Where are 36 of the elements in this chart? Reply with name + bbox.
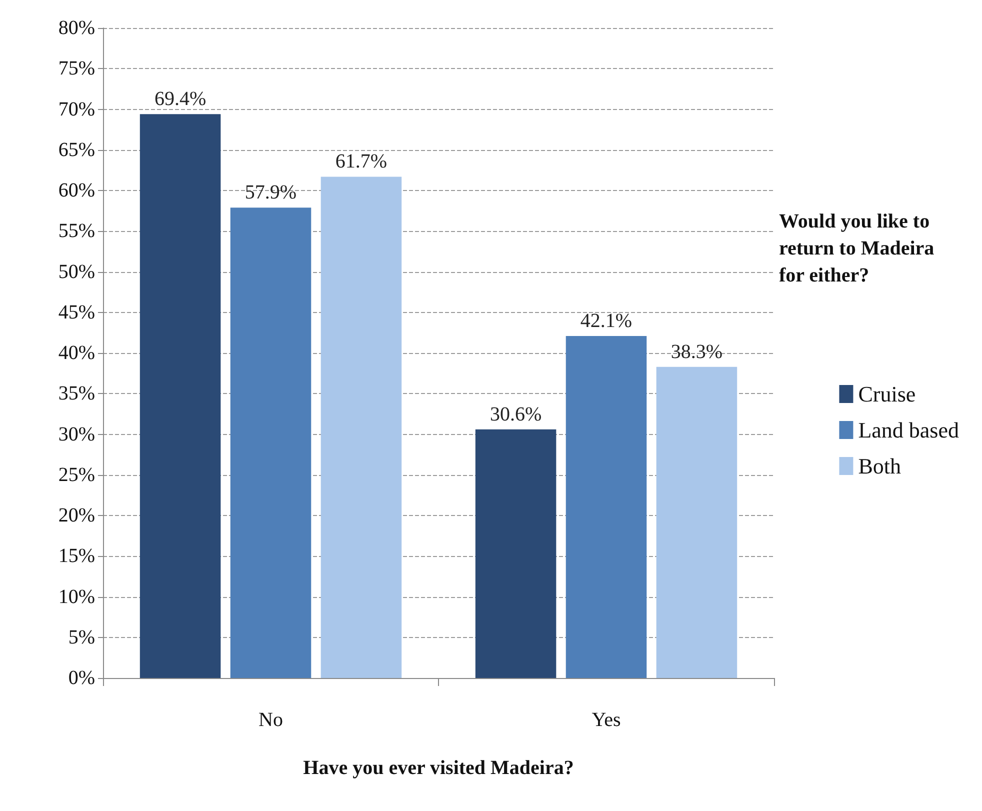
y-tick-label: 35%: [58, 382, 95, 405]
y-tick-label: 55%: [58, 220, 95, 242]
bar: [566, 336, 647, 678]
bar: [320, 176, 402, 678]
legend-title: Would you like to return to Madeira for either?: [779, 210, 940, 286]
y-tick-label: 40%: [58, 342, 95, 364]
y-tick-label: 15%: [58, 545, 95, 568]
y-tick-label: 0%: [68, 667, 95, 689]
y-tick-label: 75%: [58, 58, 95, 80]
bar: [475, 429, 556, 678]
data-label: 42.1%: [580, 310, 632, 332]
y-tick-label: 45%: [58, 301, 95, 324]
legend-label: Land based: [858, 418, 960, 442]
data-label: 57.9%: [244, 182, 297, 204]
legend-label: Both: [858, 454, 902, 478]
data-label: 30.6%: [490, 403, 542, 426]
data-label: 69.4%: [154, 88, 206, 110]
data-label: 61.7%: [335, 150, 388, 173]
bar: [656, 366, 738, 678]
y-tick-label: 20%: [58, 504, 95, 526]
y-tick-label: 70%: [58, 98, 95, 120]
x-tick-label: No: [258, 709, 283, 731]
y-tick-label: 80%: [58, 17, 95, 39]
data-label: 38.3%: [670, 340, 723, 363]
bar: [230, 208, 312, 678]
y-tick-label: 5%: [68, 626, 95, 648]
y-tick-label: 50%: [58, 260, 95, 283]
y-tick-label: 65%: [58, 138, 95, 161]
y-tick-label: 60%: [58, 180, 95, 202]
bar: [140, 114, 221, 678]
y-tick-label: 10%: [58, 586, 95, 608]
x-tick-label: Yes: [592, 709, 622, 731]
x-axis-title: Have you ever visited Madeira?: [303, 757, 574, 779]
y-tick-label: 25%: [58, 464, 95, 486]
y-tick-label: 30%: [58, 423, 95, 446]
legend-label: Cruise: [858, 382, 916, 406]
